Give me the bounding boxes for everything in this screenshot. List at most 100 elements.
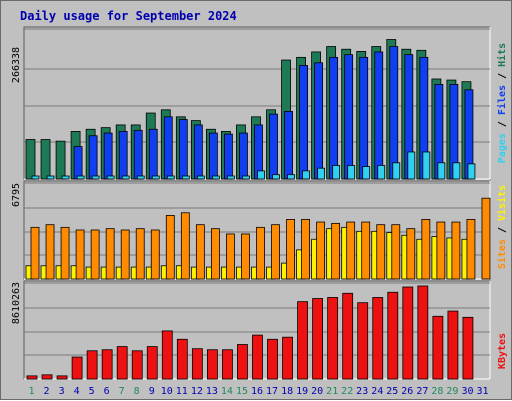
sites-bar [376, 224, 386, 280]
x-day-label: 8 [134, 386, 140, 397]
sites-bar [466, 218, 476, 280]
pages-bar [31, 175, 40, 180]
legend-entry: / [497, 221, 508, 239]
kbytes-bar [237, 344, 248, 380]
x-day-label: 14 [221, 386, 233, 397]
legend-entry: Hits [496, 43, 508, 67]
files-bar [359, 56, 369, 180]
pages-bar [211, 175, 220, 180]
kbytes-bar [222, 349, 233, 380]
sites-bar [406, 228, 416, 280]
x-day-label: 3 [59, 386, 65, 397]
legend-visits-sites: Sites / Visits [496, 185, 508, 269]
pages-bar [287, 174, 295, 180]
pages-bar [332, 165, 341, 180]
kbytes-bar [387, 291, 399, 380]
x-day-label: 2 [43, 386, 49, 397]
legend-entry: Pages [497, 133, 508, 163]
sites-bar [286, 218, 295, 280]
x-day-label: 16 [251, 386, 263, 397]
files-bar [103, 132, 113, 180]
kbytes-bar [372, 297, 384, 380]
chart-title: Daily usage for September 2024 [20, 9, 237, 23]
files-bar [269, 113, 278, 180]
sites-bar [421, 218, 431, 280]
files-bar [148, 128, 158, 180]
x-day-label: 28 [431, 386, 443, 397]
files-bar [314, 62, 324, 180]
pages-bar [61, 175, 70, 180]
sites-bar [331, 222, 341, 280]
sites-bar [90, 229, 100, 280]
pages-bar [302, 170, 310, 180]
kbytes-bar [342, 292, 354, 380]
pages-bar [227, 175, 235, 180]
pages-bar [151, 175, 160, 180]
files-bar [178, 119, 188, 180]
legend-entry: Visits [496, 185, 508, 221]
pages-bar [437, 162, 446, 180]
pages-bar [467, 163, 476, 180]
sites-bar [256, 226, 265, 280]
sites-bar [105, 228, 115, 280]
files-bar [88, 135, 98, 180]
hits-bar [55, 140, 66, 180]
pages-bar [242, 175, 250, 180]
kbytes-bar [191, 348, 203, 380]
sites-bar [45, 224, 55, 280]
x-day-label: 13 [206, 386, 218, 397]
files-bar [118, 131, 128, 180]
hits-max-label: 266338 [11, 47, 22, 83]
sites-bar [30, 226, 40, 280]
pages-bar [257, 170, 265, 180]
pages-bar [46, 175, 55, 180]
kbytes-bar [176, 338, 188, 380]
kbytes-bar [56, 375, 68, 380]
legend-kbytes: KBytes [497, 333, 508, 369]
hits-bar [25, 139, 36, 180]
kbytes-bar [131, 350, 143, 380]
legend-entry: Files [496, 85, 508, 115]
kbytes-bar [402, 286, 414, 380]
kbytes-bar [146, 346, 158, 380]
kbytes-bar [101, 349, 113, 380]
x-day-label: 18 [281, 386, 293, 397]
kbytes-max-label: 8610263 [11, 282, 22, 324]
kbytes-bar [462, 316, 474, 380]
sites-bar [481, 197, 491, 280]
legend-hits-files-pages: Pages / Files / Hits [496, 43, 508, 163]
files-bar [239, 132, 248, 180]
sites-bar [361, 221, 371, 280]
pages-bar [121, 175, 130, 180]
x-day-label: 7 [119, 386, 125, 397]
x-day-label: 21 [326, 386, 338, 397]
pages-bar [377, 165, 386, 180]
pages-bar [136, 175, 145, 180]
files-bar [284, 111, 293, 180]
sites-bar [226, 233, 235, 280]
sites-bar [120, 229, 130, 280]
sites-bar [451, 221, 461, 280]
x-day-label: 5 [89, 386, 95, 397]
sites-bar [180, 212, 190, 280]
kbytes-bar [26, 375, 38, 380]
hits-bar [40, 139, 51, 180]
pages-bar [407, 151, 416, 180]
pages-bar [347, 165, 356, 180]
pages-bar [91, 175, 100, 180]
pages-bar [272, 174, 280, 180]
x-day-label: 24 [371, 386, 383, 397]
legend-entry: Sites [496, 239, 508, 269]
x-day-label: 20 [311, 386, 323, 397]
x-day-label: 6 [104, 386, 110, 397]
x-day-label: 17 [266, 386, 278, 397]
x-day-label: 25 [386, 386, 398, 397]
pages-bar [422, 151, 431, 180]
pages-bar [362, 166, 371, 180]
x-day-label: 1 [28, 386, 34, 397]
kbytes-bar [447, 310, 459, 380]
files-bar [193, 124, 203, 180]
files-bar [73, 146, 83, 180]
x-day-label: 26 [401, 386, 413, 397]
